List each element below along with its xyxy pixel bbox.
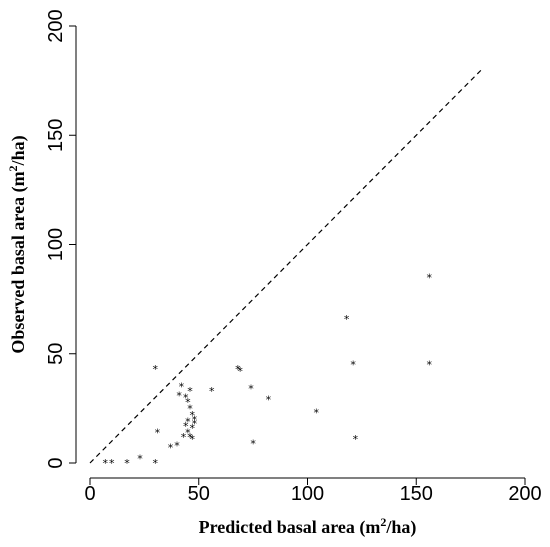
y-axis-title-post: /ha) xyxy=(8,135,29,166)
data-point: * xyxy=(189,409,195,422)
x-tick-label: 100 xyxy=(291,483,324,505)
data-point: * xyxy=(168,442,174,455)
data-point: * xyxy=(427,359,433,372)
data-point: * xyxy=(344,313,350,326)
data-point: * xyxy=(189,422,195,435)
data-point: * xyxy=(209,385,215,398)
axes: 0 50 100 150 200 0 50 100 150 200 xyxy=(45,9,542,505)
data-point: * xyxy=(153,457,159,470)
data-point: * xyxy=(183,391,189,404)
data-point: * xyxy=(235,363,241,376)
data-point: * xyxy=(124,457,130,470)
y-tick-label: 0 xyxy=(45,457,67,468)
data-point: * xyxy=(185,415,191,428)
data-point: * xyxy=(187,402,193,415)
y-tick-label: 200 xyxy=(45,9,67,42)
data-point: * xyxy=(109,457,115,470)
data-points: * * * * **** ***************************** xyxy=(102,271,432,470)
data-point: * xyxy=(192,413,198,426)
data-point: * xyxy=(181,431,187,444)
y-tick-label: 150 xyxy=(45,119,67,152)
data-point: * xyxy=(176,389,182,402)
y-axis-title: Observed basal area (m2/ha) xyxy=(6,135,29,353)
data-point: * xyxy=(237,365,243,378)
x-tick-label: 0 xyxy=(84,483,95,505)
data-point: * xyxy=(179,381,185,394)
y-axis-title-sup: 2 xyxy=(6,165,20,171)
x-tick-label: 50 xyxy=(188,483,210,505)
data-point: * xyxy=(183,420,189,433)
x-axis-title-post: /ha) xyxy=(385,517,416,538)
data-point: * xyxy=(192,418,198,431)
y-tick-label: 100 xyxy=(45,228,67,261)
data-point: * xyxy=(155,426,161,439)
data-point: * xyxy=(187,385,193,398)
y-tick-label: 50 xyxy=(45,343,67,365)
data-point: * xyxy=(189,433,195,446)
data-point: * xyxy=(185,396,191,409)
identity-reference-line xyxy=(89,69,482,464)
data-point: * xyxy=(185,426,191,439)
data-point: * xyxy=(266,394,272,407)
data-point: * xyxy=(248,383,254,396)
data-point: * xyxy=(313,407,319,420)
x-axis-title-sup: 2 xyxy=(380,515,386,529)
x-tick-label: 150 xyxy=(400,483,433,505)
data-point: * xyxy=(427,271,433,284)
data-point: * xyxy=(137,453,143,466)
data-point: * xyxy=(350,359,356,372)
data-point: * xyxy=(187,431,193,444)
x-tick-label: 200 xyxy=(508,483,541,505)
x-axis-title: Predicted basal area (m2/ha) xyxy=(199,515,417,538)
data-point: * xyxy=(153,363,159,376)
data-point: * xyxy=(250,437,256,450)
x-axis-title-pre: Predicted basal area (m xyxy=(199,517,381,538)
data-point: * xyxy=(353,433,359,446)
y-axis-title-pre: Observed basal area (m xyxy=(8,171,29,353)
data-point: * xyxy=(102,457,108,470)
data-point: * xyxy=(174,440,180,453)
